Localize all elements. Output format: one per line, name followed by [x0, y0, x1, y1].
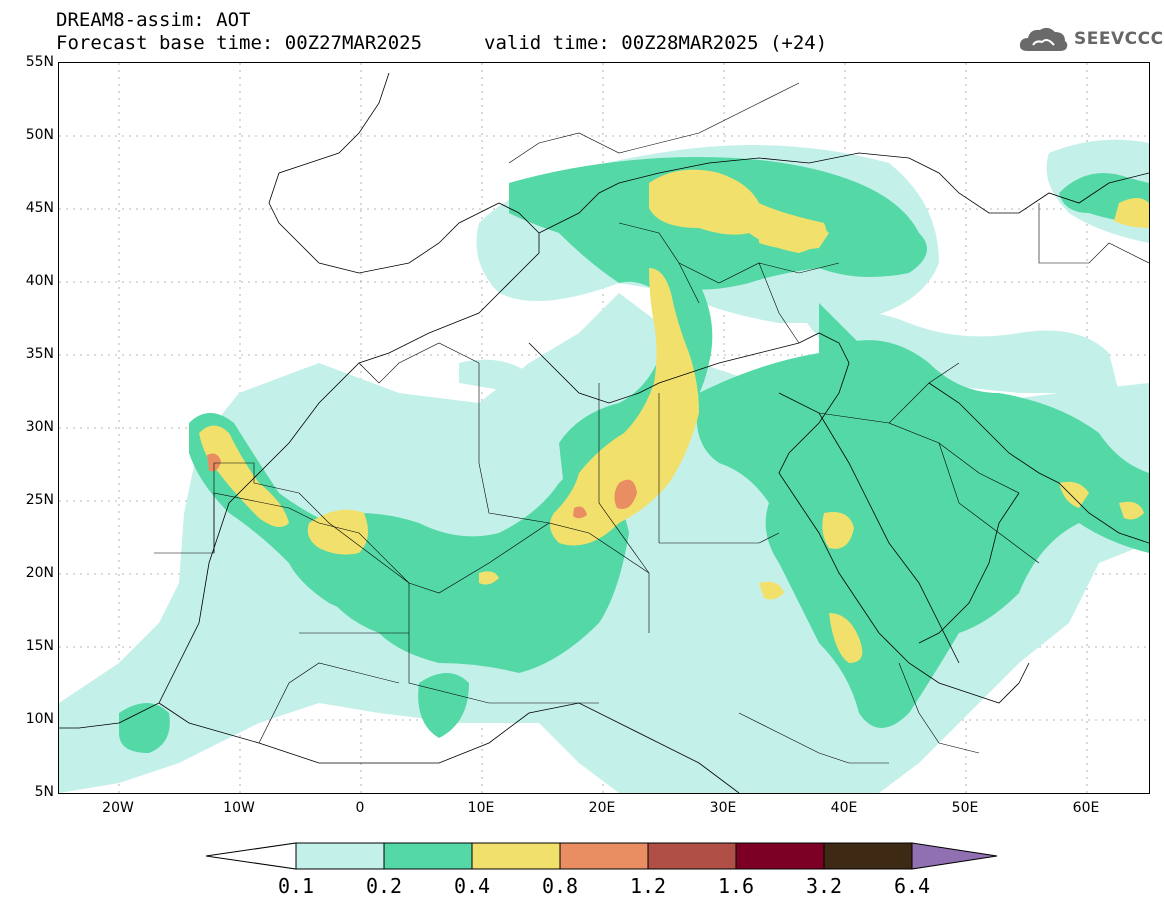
- lon-label-20w: 20W: [102, 800, 134, 816]
- lon-label-40e: 40E: [830, 800, 858, 816]
- colorbar-swatch-2: [383, 842, 473, 870]
- forecast-base-time: Forecast base time: 00Z27MAR2025: [56, 32, 423, 54]
- lat-label-50n: 50N: [25, 127, 54, 143]
- lat-label-5n: 5N: [34, 784, 54, 800]
- colorbar-label-0.1: 0.1: [277, 874, 315, 898]
- aot-band-0.8: [207, 453, 637, 519]
- cloud-icon: [1019, 27, 1068, 51]
- lon-label-0: 0: [355, 800, 365, 816]
- colorbar-label-1.6: 1.6: [717, 874, 755, 898]
- colorbar-label-0.4: 0.4: [453, 874, 491, 898]
- lon-label-30e: 30E: [709, 800, 737, 816]
- colorbar-swatch-4: [559, 842, 649, 870]
- borders: [154, 82, 1149, 764]
- seevccc-logo: SEEVCCC: [1018, 22, 1164, 56]
- colorbar-under-arrow: [206, 842, 297, 870]
- lat-label-55n: 55N: [25, 54, 54, 70]
- lat-label-40n: 40N: [25, 273, 54, 289]
- logo-text: SEEVCCC: [1074, 29, 1164, 49]
- colorbar-label-3.2: 3.2: [805, 874, 843, 898]
- colorbar-swatch-6: [735, 842, 825, 870]
- lat-label-10n: 10N: [25, 711, 54, 727]
- aot-colorbar: [206, 842, 998, 870]
- lon-label-60e: 60E: [1072, 800, 1100, 816]
- colorbar-label-0.2: 0.2: [365, 874, 403, 898]
- lat-label-30n: 30N: [25, 419, 54, 435]
- colorbar-swatch-3: [471, 842, 561, 870]
- lat-label-35n: 35N: [25, 346, 54, 362]
- valid-time: valid time: 00Z28MAR2025 (+24): [484, 32, 828, 54]
- lon-label-50e: 50E: [951, 800, 979, 816]
- lat-label-25n: 25N: [25, 492, 54, 508]
- aot-band-0.4: [199, 169, 1149, 663]
- lat-label-45n: 45N: [25, 200, 54, 216]
- colorbar-label-0.8: 0.8: [541, 874, 579, 898]
- colorbar-swatch-7: [823, 842, 913, 870]
- colorbar-swatch-5: [647, 842, 737, 870]
- lat-label-20n: 20N: [25, 565, 54, 581]
- lon-label-10e: 10E: [467, 800, 495, 816]
- colorbar-over-arrow: [911, 842, 998, 870]
- map-panel: [58, 62, 1150, 794]
- lon-label-20e: 20E: [588, 800, 616, 816]
- map-title: DREAM8-assim: AOT: [56, 9, 251, 31]
- colorbar-swatch-1: [295, 842, 385, 870]
- lon-label-10w: 10W: [223, 800, 255, 816]
- aot-map: [59, 63, 1149, 793]
- colorbar-label-6.4: 6.4: [893, 874, 931, 898]
- coastlines: [59, 72, 1149, 793]
- colorbar-label-1.2: 1.2: [629, 874, 667, 898]
- lat-label-15n: 15N: [25, 638, 54, 654]
